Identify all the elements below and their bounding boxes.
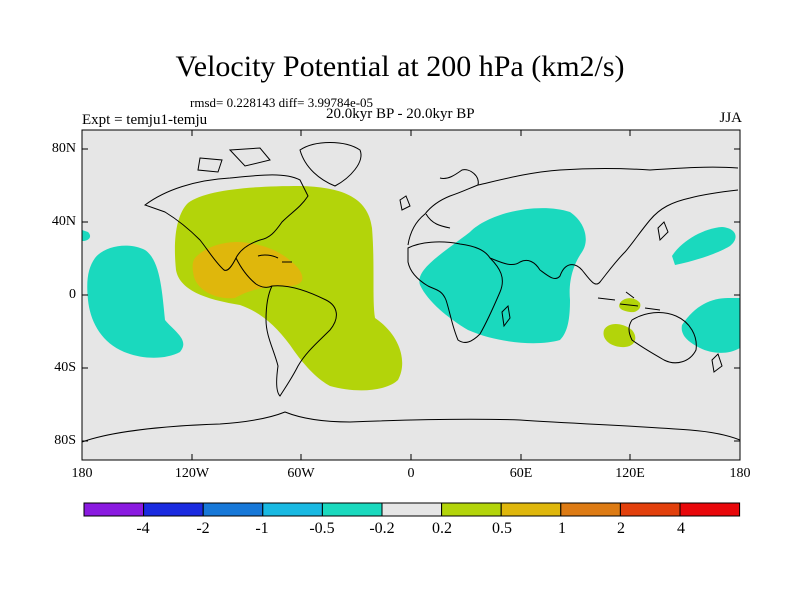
colorbar-label-2: 2 <box>617 520 625 537</box>
lon-label-180w: 180 <box>71 466 93 481</box>
lat-label-40n: 40N <box>51 214 76 229</box>
lon-label-120e: 120E <box>615 466 645 481</box>
plot-title: Velocity Potential at 200 hPa (km2/s) <box>175 50 625 83</box>
coast-asia <box>477 166 739 285</box>
coastlines <box>81 142 741 443</box>
coast-madagascar <box>501 304 511 328</box>
lat-label-40s: 40S <box>54 360 76 375</box>
coast-new-zealand <box>711 353 723 373</box>
period-label: 20.0kyr BP - 20.0kyr BP <box>326 106 475 122</box>
colorbar-box <box>679 502 741 517</box>
lon-label-0: 0 <box>407 466 415 481</box>
colorbar-box <box>441 502 502 517</box>
lat-label-80s: 80S <box>54 433 76 448</box>
lon-label-60e: 60E <box>509 466 533 481</box>
coast-arctic-islands <box>197 147 271 173</box>
coast-australia <box>628 312 697 364</box>
stats-text: rmsd= 0.228143 diff= 3.99784e-05 <box>190 95 374 110</box>
contour-positive-australia <box>603 324 636 348</box>
contour-negative-africa-indian-ocean <box>419 208 586 344</box>
colorbar-label-minus0-5: -0.5 <box>309 520 335 537</box>
coast-antarctica <box>81 411 741 443</box>
map-background <box>82 130 740 460</box>
lon-label-180e: 180 <box>729 466 751 481</box>
contour-negative-west-pacific-north <box>672 227 736 265</box>
coast-greenland <box>299 142 362 187</box>
colorbar-box <box>262 502 323 517</box>
contour-positive-americas <box>174 186 403 391</box>
colorbar-label-minus0-2: -0.2 <box>369 520 395 537</box>
colorbar-box <box>381 502 443 517</box>
coast-europe <box>407 169 479 246</box>
colorbar-box <box>143 502 204 517</box>
coast-caribbean <box>257 254 292 263</box>
colorbar-box <box>560 502 621 517</box>
colorbar-box <box>619 502 681 517</box>
season-label: JJA <box>719 110 742 126</box>
coast-africa <box>407 241 503 343</box>
coast-north-america <box>143 174 309 271</box>
lat-label-0: 0 <box>69 287 76 302</box>
colorbar-box <box>321 502 383 517</box>
coast-british-isles <box>399 195 411 211</box>
coast-japan <box>657 221 669 242</box>
coast-indonesia <box>597 291 661 311</box>
coast-south-america <box>265 285 337 397</box>
colorbar-label-1: 1 <box>558 520 566 537</box>
colorbar-label-0-5: 0.5 <box>492 520 512 537</box>
colorbar-box <box>83 502 145 517</box>
contour-negative-east-pacific <box>87 245 184 358</box>
contour-negative-west-pacific-south <box>681 298 740 353</box>
colorbar-label-0-2: 0.2 <box>432 520 452 537</box>
contour-negative-dateline-edge <box>82 230 91 241</box>
colorbar-box <box>500 502 562 517</box>
map-ticks <box>82 130 740 460</box>
coast-central-america <box>235 257 273 288</box>
colorbar-box <box>202 502 264 517</box>
lat-label-80n: 80N <box>51 141 76 156</box>
colorbar-label-4: 4 <box>677 520 685 537</box>
colorbar-label-minus1: -1 <box>255 520 269 537</box>
contour-positive-tropical-core <box>192 242 303 299</box>
lon-label-120w: 120W <box>174 466 210 481</box>
colorbar <box>83 502 741 517</box>
experiment-label: Expt = temju1-temju <box>82 112 208 128</box>
colorbar-label-minus2: -2 <box>196 520 210 537</box>
lon-label-60w: 60W <box>287 466 315 481</box>
colorbar-label-minus4: -4 <box>136 520 150 537</box>
